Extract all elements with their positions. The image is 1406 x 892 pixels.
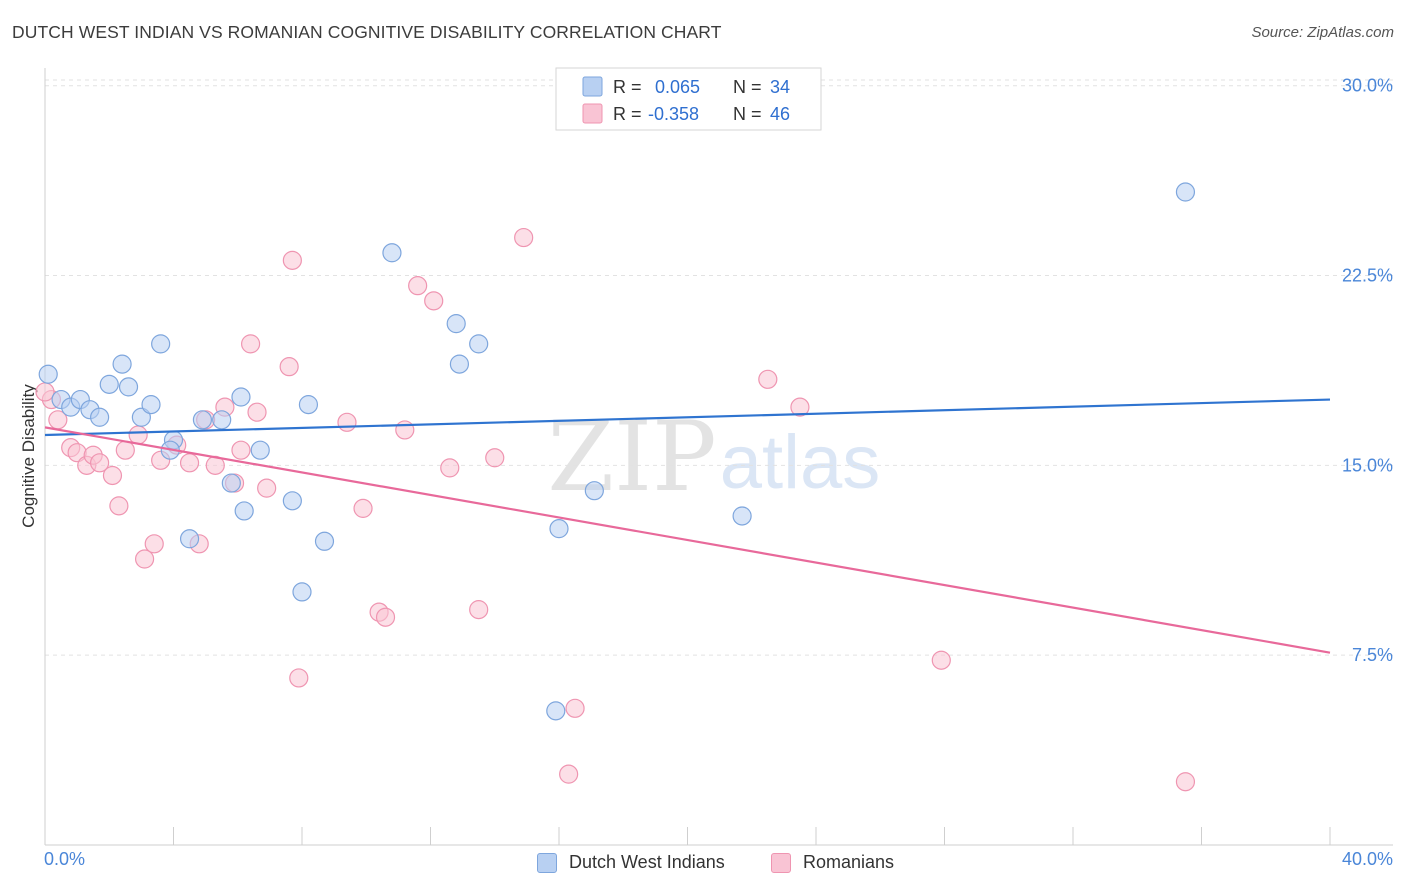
romanian-point bbox=[424, 291, 444, 311]
dutch-west-indian-point bbox=[298, 395, 319, 415]
legend-swatch-pink bbox=[582, 103, 603, 124]
dutch-west-indian-point bbox=[282, 491, 302, 511]
legend-n-value-blue: 34 bbox=[770, 77, 790, 97]
dutch-west-indian-point bbox=[250, 440, 270, 460]
romanian-point bbox=[758, 369, 778, 389]
y-tick-label: 15.0% bbox=[1342, 455, 1393, 475]
dutch-west-indian-point bbox=[382, 243, 402, 263]
dutch-west-indian-point bbox=[221, 473, 241, 493]
romanian-point bbox=[179, 453, 200, 473]
dutch-west-indian-point bbox=[192, 410, 213, 430]
dutch-west-indian-point bbox=[118, 377, 139, 397]
dutch-west-indian-point bbox=[151, 334, 171, 354]
romanian-point bbox=[790, 397, 810, 417]
legend-n-label-pink: N = bbox=[733, 104, 762, 124]
legend-label-romanians: Romanians bbox=[803, 852, 895, 872]
romanian-point bbox=[102, 465, 123, 486]
dutch-west-indian-point bbox=[314, 531, 335, 551]
romanian-point bbox=[115, 440, 135, 460]
legend-swatch-romanians bbox=[771, 852, 791, 873]
dutch-west-indian-point bbox=[1175, 182, 1196, 202]
legend-label-dutch-west-indians: Dutch West Indians bbox=[569, 852, 725, 872]
dutch-west-indian-point bbox=[231, 387, 251, 407]
romanian-point bbox=[559, 764, 579, 784]
romanian-point bbox=[375, 607, 396, 627]
romanian-point bbox=[565, 698, 585, 718]
romanian-point bbox=[289, 668, 309, 688]
dutch-west-indian-point bbox=[469, 334, 489, 354]
dutch-west-indian-point bbox=[90, 407, 110, 427]
legend-item-romanians: Romanians bbox=[771, 852, 894, 873]
dutch-west-indian-point bbox=[179, 529, 200, 549]
romanian-point bbox=[440, 458, 460, 478]
romanian-point bbox=[469, 600, 489, 620]
watermark-atlas: atlas bbox=[720, 420, 881, 505]
dutch-west-indian-point bbox=[99, 374, 119, 394]
y-tick-label: 30.0% bbox=[1342, 76, 1393, 96]
legend-r-label-pink: R = bbox=[613, 104, 642, 124]
legend-swatch-blue bbox=[582, 76, 603, 97]
dutch-west-indian-point bbox=[38, 364, 58, 384]
dutch-west-indian-point bbox=[112, 354, 132, 374]
dutch-west-indian-point bbox=[549, 519, 569, 539]
romanian-point bbox=[109, 496, 129, 516]
legend-swatch-dutch-west-indians bbox=[537, 852, 557, 873]
dutch-west-indian-point bbox=[212, 410, 232, 430]
dutch-west-indian-point bbox=[546, 701, 566, 721]
romanian-point bbox=[514, 227, 534, 248]
romanian-point bbox=[279, 357, 299, 377]
romanian-point bbox=[408, 276, 428, 296]
legend-r-value-pink: -0.358 bbox=[648, 104, 699, 124]
legend-n-value-pink: 46 bbox=[770, 104, 790, 124]
dutch-west-indian-point bbox=[446, 314, 466, 334]
romanian-point bbox=[128, 425, 148, 445]
source-label: Source: ZipAtlas.com bbox=[1251, 24, 1394, 41]
romanian-point bbox=[1175, 772, 1196, 792]
romanian-point bbox=[144, 534, 164, 554]
romanian-point bbox=[35, 382, 55, 402]
dutch-west-indian-point bbox=[234, 501, 254, 521]
dutch-west-indian-point bbox=[131, 407, 151, 427]
romanian-point bbox=[931, 650, 951, 670]
chart-title: DUTCH WEST INDIAN VS ROMANIAN COGNITIVE … bbox=[12, 22, 722, 42]
y-tick-label: 22.5% bbox=[1342, 266, 1393, 286]
romanian-point bbox=[134, 549, 155, 569]
romanian-point bbox=[231, 440, 251, 460]
dutch-west-indian-point bbox=[449, 354, 470, 374]
x-tick-label-max: 40.0% bbox=[1342, 849, 1393, 869]
romanian-point bbox=[353, 498, 373, 518]
romanian-point bbox=[241, 334, 261, 354]
romanian-point bbox=[257, 478, 277, 498]
dutch-west-indian-point bbox=[732, 506, 752, 526]
romanian-point bbox=[485, 448, 505, 468]
romanian-point bbox=[247, 402, 267, 422]
romanian-point bbox=[282, 250, 302, 270]
y-tick-label: 7.5% bbox=[1352, 645, 1393, 665]
trend-line-romanians bbox=[44, 426, 1331, 654]
dutch-west-indian-point bbox=[292, 582, 312, 602]
romanian-point bbox=[395, 420, 415, 440]
legend-r-label-blue: R = bbox=[613, 77, 642, 97]
y-axis-label: Cognitive Disability bbox=[19, 384, 38, 528]
legend-r-value-blue: 0.065 bbox=[655, 77, 700, 97]
romanian-point bbox=[337, 412, 357, 432]
dutch-west-indian-point bbox=[584, 481, 604, 501]
romanian-point bbox=[90, 453, 110, 473]
x-tick-label-min: 0.0% bbox=[44, 849, 85, 869]
legend-top: R = 0.065 N = 34 R = -0.358 N = 46 bbox=[555, 67, 822, 131]
trend-line-dutch-west-indians bbox=[44, 398, 1331, 437]
legend-n-label-blue: N = bbox=[733, 77, 762, 97]
legend-item-dutch-west-indians: Dutch West Indians bbox=[537, 852, 725, 873]
dutch-west-indian-point bbox=[141, 395, 161, 415]
legend-bottom: Dutch West Indians Romanians bbox=[0, 852, 1406, 878]
